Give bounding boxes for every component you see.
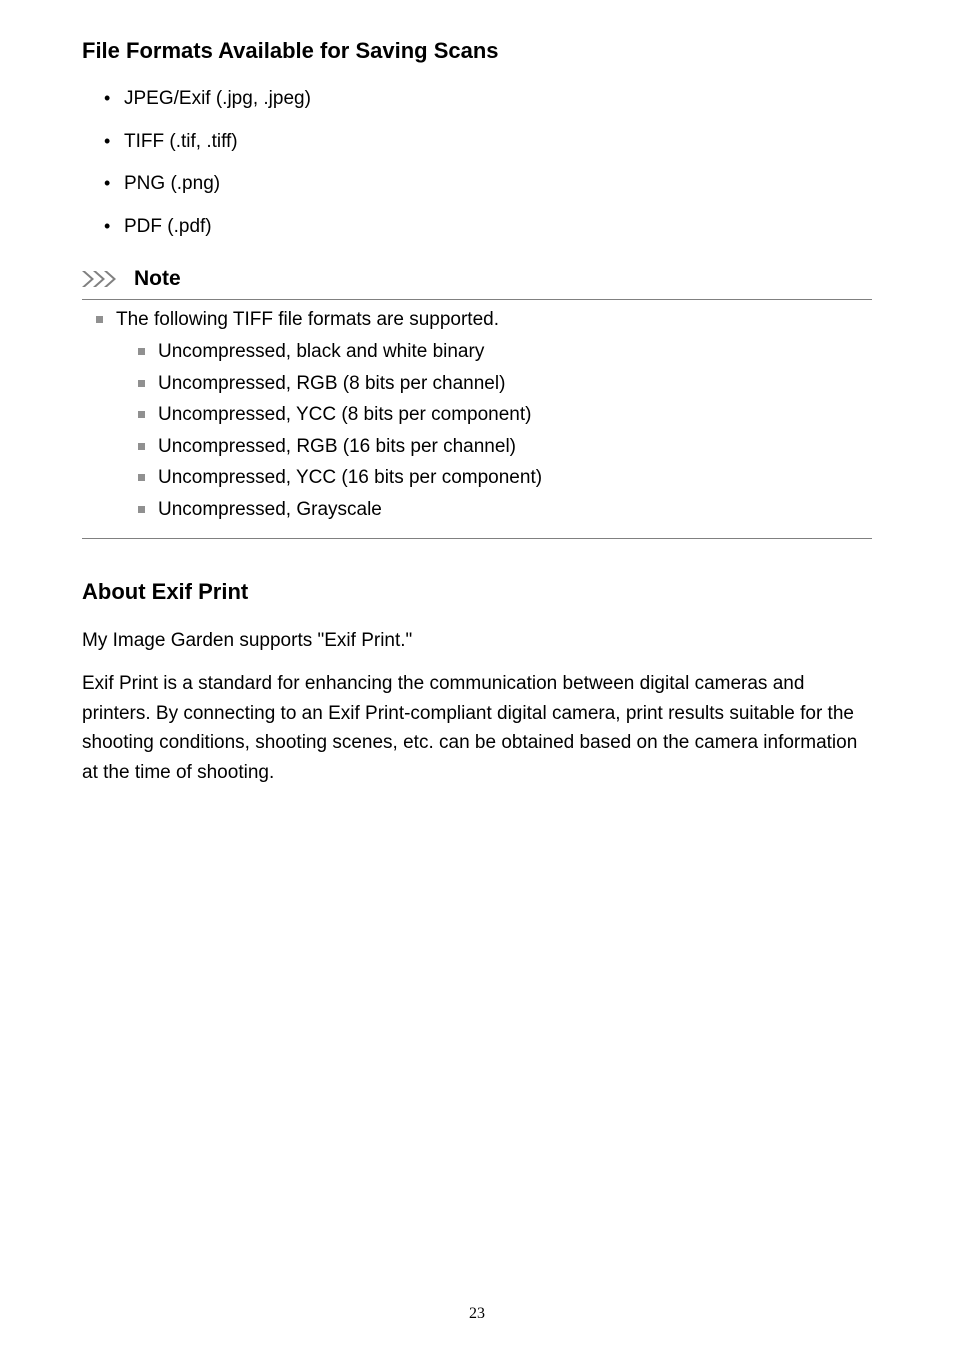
list-item: PNG (.png): [104, 170, 872, 199]
paragraph: My Image Garden supports "Exif Print.": [82, 626, 872, 655]
paragraph: Exif Print is a standard for enhancing t…: [82, 669, 872, 787]
note-intro-text: The following TIFF file formats are supp…: [116, 309, 499, 330]
note-block: Note The following TIFF file formats are…: [82, 263, 872, 539]
file-formats-list: JPEG/Exif (.jpg, .jpeg) TIFF (.tif, .tif…: [82, 85, 872, 241]
page-number: 23: [0, 1302, 954, 1326]
heading-file-formats: File Formats Available for Saving Scans: [82, 34, 872, 67]
list-item: Uncompressed, RGB (16 bits per channel): [138, 433, 872, 462]
list-item: Uncompressed, YCC (8 bits per component): [138, 401, 872, 430]
list-item: Uncompressed, black and white binary: [138, 338, 872, 367]
list-item: Uncompressed, YCC (16 bits per component…: [138, 464, 872, 493]
list-item: Uncompressed, Grayscale: [138, 496, 872, 525]
list-item: JPEG/Exif (.jpg, .jpeg): [104, 85, 872, 114]
list-item: TIFF (.tif, .tiff): [104, 128, 872, 157]
note-intro: The following TIFF file formats are supp…: [96, 306, 872, 525]
tiff-formats-list: Uncompressed, black and white binary Unc…: [116, 338, 872, 524]
note-header: Note: [82, 263, 872, 300]
heading-about-exif: About Exif Print: [82, 575, 872, 608]
chevrons-icon: [82, 269, 126, 289]
note-title: Note: [134, 263, 181, 295]
note-body: The following TIFF file formats are supp…: [82, 306, 872, 540]
list-item: PDF (.pdf): [104, 213, 872, 242]
list-item: Uncompressed, RGB (8 bits per channel): [138, 370, 872, 399]
